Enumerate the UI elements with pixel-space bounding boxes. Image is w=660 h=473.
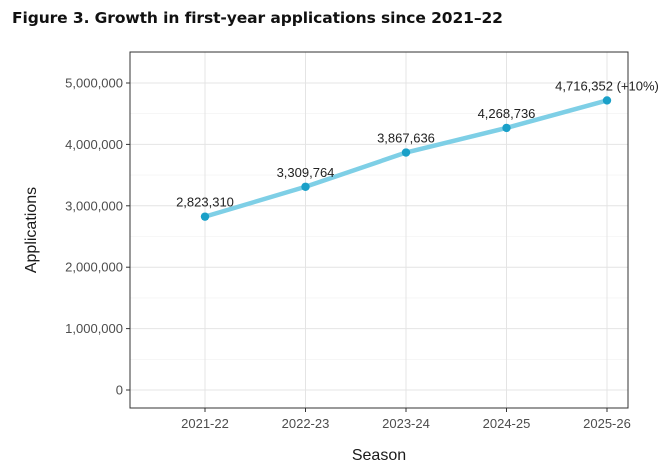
y-tick-label: 2,000,000 <box>65 260 123 275</box>
x-axis-tick-labels: 2021-22 2022-23 2023-24 2024-25 2025-26 <box>181 416 631 431</box>
y-tick-label: 3,000,000 <box>65 198 123 213</box>
data-point <box>301 182 310 191</box>
data-point <box>200 212 210 221</box>
plot-panel-border <box>129 51 629 409</box>
x-tick-label: 2021-22 <box>181 416 229 431</box>
x-axis-title: Season <box>352 447 406 464</box>
axis-ticks <box>126 82 608 412</box>
data-labels: 2,823,310 3,309,764 3,867,636 4,268,736 4,71… <box>176 78 659 209</box>
data-label: 4,268,736 <box>478 106 536 121</box>
x-tick-label: 2022-23 <box>282 416 330 431</box>
data-label: 2,823,310 <box>176 195 234 210</box>
data-points <box>200 96 612 221</box>
y-tick-label: 4,000,000 <box>65 137 123 152</box>
y-tick-label: 1,000,000 <box>65 321 123 336</box>
x-tick-label: 2025-26 <box>583 416 631 431</box>
y-tick-label: 0 <box>116 383 123 398</box>
data-label: 3,309,764 <box>277 165 335 180</box>
data-label: 4,716,352 (+10%) <box>555 78 659 93</box>
data-point <box>401 148 411 157</box>
y-axis-title: Applications <box>23 187 40 273</box>
data-point <box>502 123 511 133</box>
minor-gridlines <box>130 51 628 360</box>
y-tick-label: 5,000,000 <box>65 76 123 91</box>
data-label: 3,867,636 <box>377 131 435 146</box>
x-tick-label: 2024-25 <box>483 416 531 431</box>
data-point <box>602 96 612 105</box>
chart-title: Figure 3. Growth in first-year applicati… <box>12 9 503 27</box>
x-tick-label: 2023-24 <box>382 416 430 431</box>
y-axis-tick-labels: 0 1,000,000 2,000,000 3,000,000 4,000,000 5,0… <box>65 76 123 398</box>
major-gridlines <box>130 52 628 408</box>
